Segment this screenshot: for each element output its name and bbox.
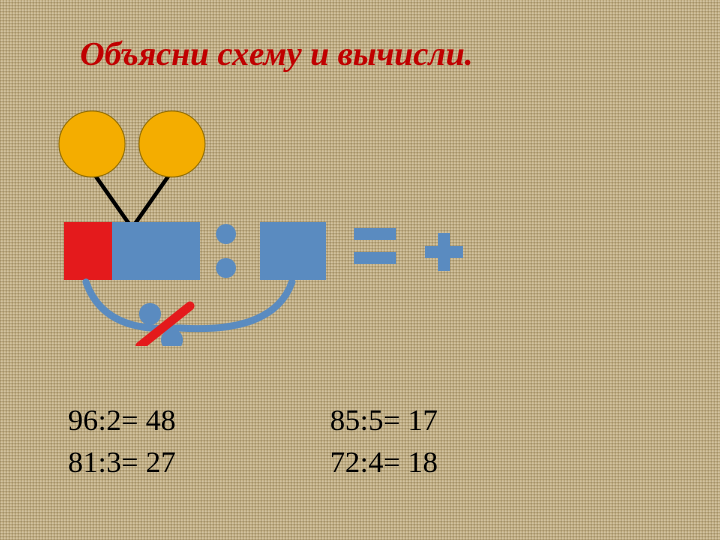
division-scheme-diagram [44, 96, 474, 346]
equation-1: 96:2= 48 [68, 404, 176, 438]
equation-2: 81:3= 27 [68, 446, 176, 480]
equation-3: 85:5= 17 [330, 404, 438, 438]
page-title: Объясни схему и вычисли. [80, 36, 473, 74]
equation-4: 72:4= 18 [330, 446, 438, 480]
